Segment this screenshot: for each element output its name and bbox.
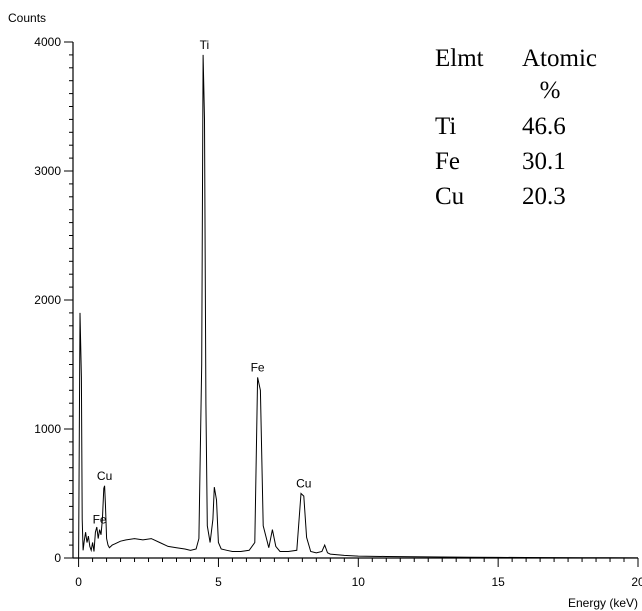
table-cell-element: Cu	[435, 183, 465, 210]
y-tick-label: 2000	[34, 293, 61, 307]
table-cell-value: 46.6	[522, 113, 566, 140]
spectrum-line	[78, 54, 639, 559]
tick-labels: 0 1000 2000 3000 4000 0 5 10 15 20	[34, 35, 642, 589]
peak-label: Fe	[251, 360, 265, 374]
peak-label: Ti	[200, 38, 210, 52]
series-group	[78, 54, 639, 559]
table-cell-value: 20.3	[522, 183, 566, 210]
table-header-percent: %	[540, 77, 561, 104]
x-tick-label: 0	[75, 575, 82, 589]
composition-table: Elmt Atomic% Ti 46.6 Fe 30.1 Cu 20.3	[435, 45, 597, 210]
x-tick-label: 15	[491, 575, 505, 589]
x-tick-label: 5	[215, 575, 222, 589]
y-tick-label: 0	[54, 551, 61, 565]
x-tick-label: 20	[631, 575, 642, 589]
x-axis-label: Energy (keV)	[568, 596, 638, 610]
table-header-element: Elmt	[435, 45, 484, 72]
peak-labels: Ti Fe Cu Cu Fe	[93, 38, 312, 527]
tick-marks	[64, 41, 639, 567]
x-tick-label: 10	[352, 575, 366, 589]
y-tick-label: 1000	[34, 422, 61, 436]
peak-label: Cu	[296, 477, 311, 491]
y-tick-label: 3000	[34, 164, 61, 178]
table-header-atomic: Atomic	[522, 45, 597, 72]
table-cell-value: 30.1	[522, 148, 566, 175]
peak-label: Cu	[97, 469, 112, 483]
y-tick-label: 4000	[34, 35, 61, 49]
table-cell-element: Fe	[435, 148, 460, 175]
peak-label: Fe	[93, 513, 107, 527]
y-axis-label: Counts	[8, 11, 46, 25]
table-cell-element: Ti	[435, 113, 456, 140]
